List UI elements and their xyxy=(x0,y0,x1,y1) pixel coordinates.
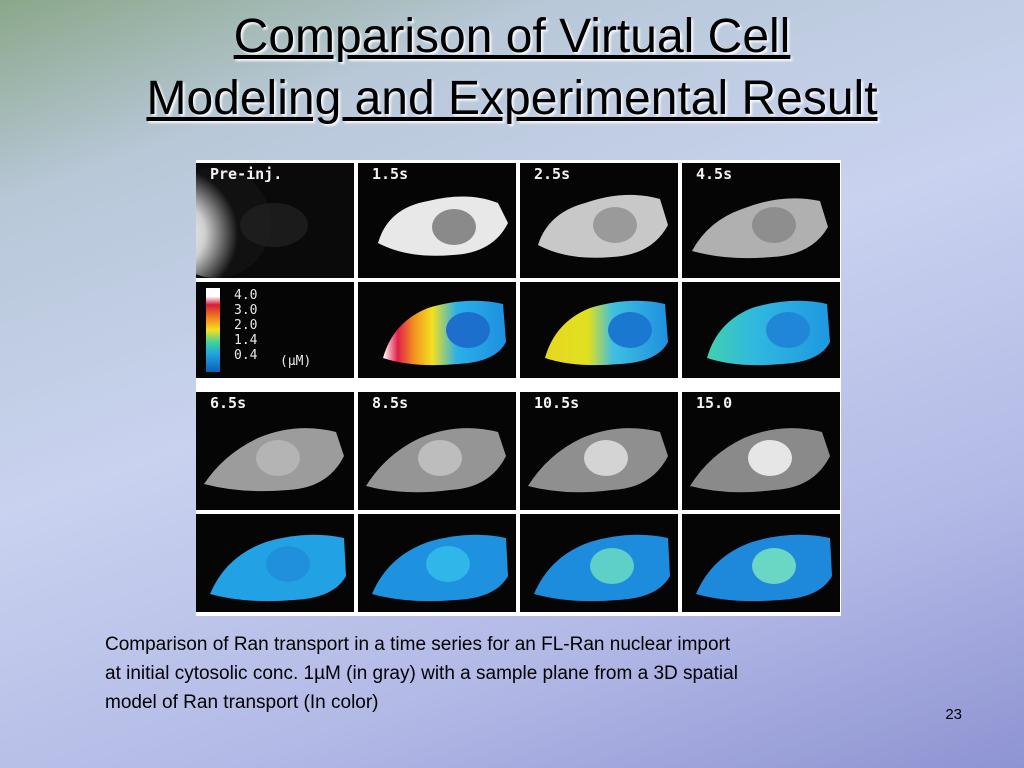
gray-panel-15-0: 15.0 xyxy=(682,392,840,510)
scale-value: 2.0 xyxy=(234,318,258,333)
cell-model-image xyxy=(696,534,832,602)
slide-title: Comparison of Virtual Cell Modeling and … xyxy=(0,6,1024,130)
cell-model-image xyxy=(372,534,508,602)
scale-unit: (µM) xyxy=(280,354,312,369)
cell-gray-image xyxy=(690,428,830,493)
caption-line: Comparison of Ran transport in a time se… xyxy=(105,634,731,655)
model-panel-15-0 xyxy=(682,514,840,612)
bottom-gray-row: 6.5s 8.5s 10.5s 15.0 xyxy=(196,392,840,510)
cell-gray-image xyxy=(204,428,344,492)
panel-label: 1.5s xyxy=(372,165,409,183)
scale-value: 0.4 xyxy=(234,348,258,363)
color-scale-values: 4.0 3.0 2.0 1.4 0.4 xyxy=(234,288,257,363)
scale-value: 1.4 xyxy=(234,333,258,348)
panel-label: 4.5s xyxy=(696,165,733,183)
model-panel-2-5s xyxy=(520,282,678,378)
top-color-row: 4.0 3.0 2.0 1.4 0.4 (µM) xyxy=(196,282,840,378)
model-panel-6-5s xyxy=(196,514,354,612)
model-panel-1-5s xyxy=(358,282,516,378)
title-line-2: Modeling and Experimental Result xyxy=(146,72,878,125)
model-panel-10-5s xyxy=(520,514,678,612)
top-gray-row: Pre-inj. 1.5s 2.5s 4.5s xyxy=(196,163,840,278)
gray-panel-10-5s: 10.5s xyxy=(520,392,678,510)
panel-label: 2.5s xyxy=(534,165,571,183)
cell-model-image xyxy=(210,534,346,602)
legend-panel: 4.0 3.0 2.0 1.4 0.4 (µM) xyxy=(196,282,354,378)
cell-gray-image xyxy=(378,196,508,256)
panel-label: 8.5s xyxy=(372,394,409,412)
scale-value: 4.0 xyxy=(234,288,258,303)
gray-panel-8-5s: 8.5s xyxy=(358,392,516,510)
cell-gray-image xyxy=(692,198,828,259)
cell-model-image xyxy=(383,300,506,366)
panel-label: 6.5s xyxy=(210,394,247,412)
scale-value: 3.0 xyxy=(234,303,258,318)
injection-glow-image xyxy=(196,163,354,278)
title-line-1: Comparison of Virtual Cell xyxy=(233,10,791,63)
figure-caption: Comparison of Ran transport in a time se… xyxy=(105,630,975,717)
caption-line: at initial cytosolic conc. 1µM (in gray)… xyxy=(105,663,738,684)
model-panel-8-5s xyxy=(358,514,516,612)
gray-panel-4-5s: 4.5s xyxy=(682,163,840,278)
cell-model-image xyxy=(534,534,670,602)
cell-model-image xyxy=(707,300,830,366)
cell-gray-image xyxy=(528,428,668,493)
gray-panel-pre-inj: Pre-inj. xyxy=(196,163,354,278)
cell-gray-image xyxy=(366,428,506,493)
panel-label: Pre-inj. xyxy=(210,165,283,183)
panel-label: 10.5s xyxy=(534,394,580,412)
model-panel-4-5s xyxy=(682,282,840,378)
gray-panel-6-5s: 6.5s xyxy=(196,392,354,510)
cell-model-image xyxy=(545,300,668,366)
color-scale-bar xyxy=(206,288,220,372)
gray-panel-2-5s: 2.5s xyxy=(520,163,678,278)
bottom-color-row xyxy=(196,514,840,612)
gray-panel-1-5s: 1.5s xyxy=(358,163,516,278)
cell-gray-image xyxy=(538,194,668,258)
panel-label: 15.0 xyxy=(696,394,733,412)
page-number: 23 xyxy=(945,706,962,723)
caption-line: model of Ran transport (In color) xyxy=(105,692,379,713)
experiment-figure: Pre-inj. 1.5s 2.5s 4.5s xyxy=(196,160,841,616)
